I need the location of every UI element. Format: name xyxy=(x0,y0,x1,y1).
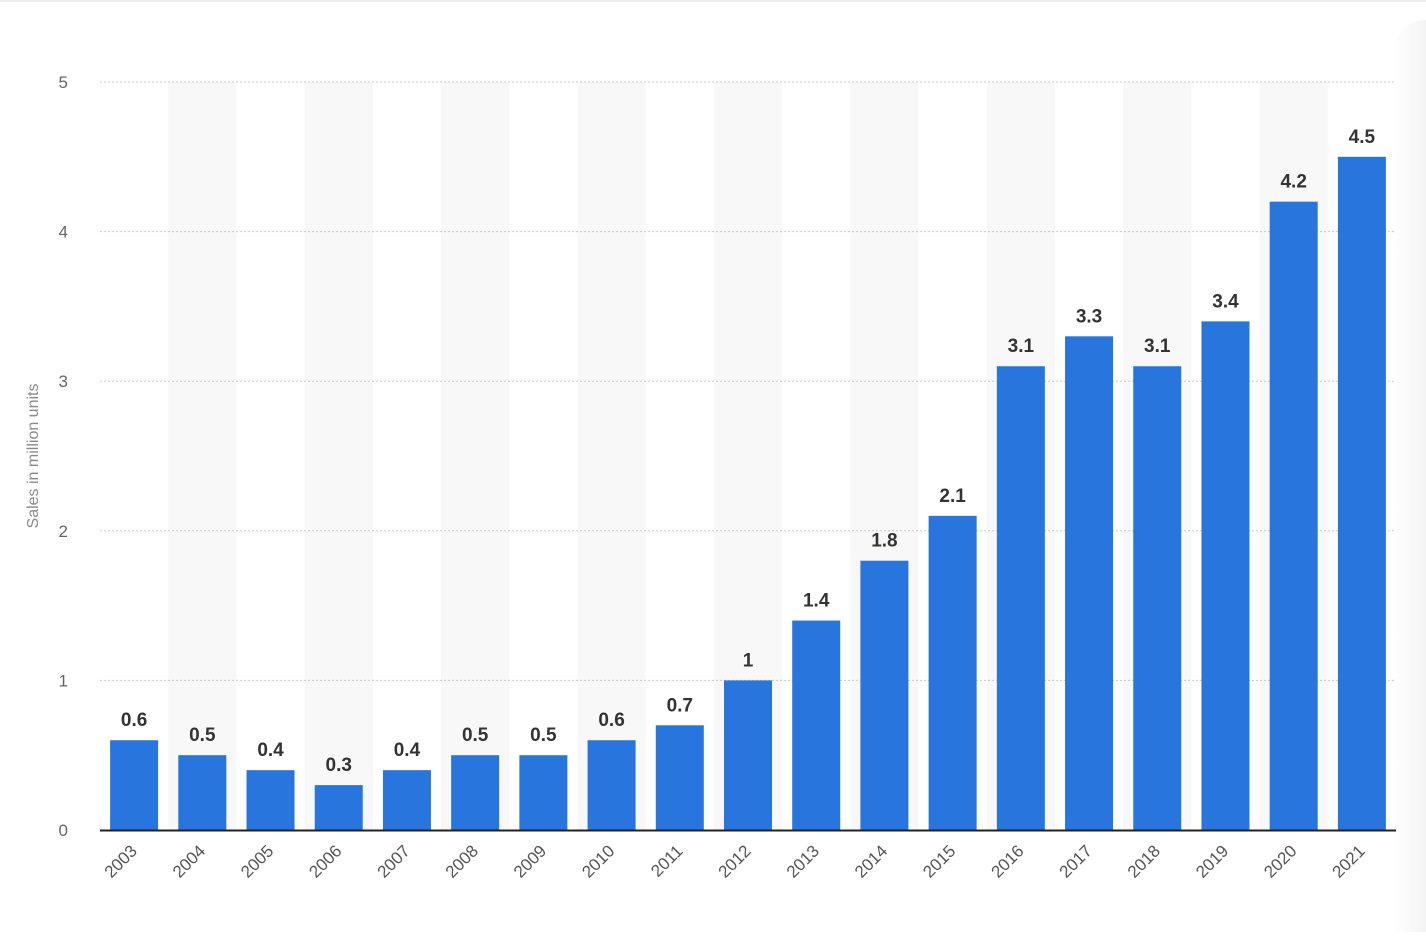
data-label-2011: 0.7 xyxy=(667,695,693,716)
y-axis-ticks: 0 1 2 3 4 5 xyxy=(59,73,68,840)
x-tick-label-2004: 2004 xyxy=(169,841,209,881)
band-2010 xyxy=(577,82,646,830)
bar-2016[interactable] xyxy=(996,366,1045,830)
data-labels: 0.6 0.5 0.4 0.3 0.4 0.5 0.5 0.6 0.7 1 1.4 1.8 2.1 3.1… xyxy=(121,127,1376,776)
y-tick-label-5: 5 xyxy=(59,73,68,92)
top-border xyxy=(0,0,1426,2)
x-tick-label-2014: 2014 xyxy=(851,841,891,881)
data-label-2010: 0.6 xyxy=(598,710,624,731)
x-tick-label-2009: 2009 xyxy=(510,841,550,881)
data-label-2003: 0.6 xyxy=(121,710,147,731)
bar-2021[interactable] xyxy=(1337,156,1386,831)
x-tick-label-2017: 2017 xyxy=(1056,841,1096,881)
bar-2005[interactable] xyxy=(246,770,295,830)
x-tick-label-2013: 2013 xyxy=(783,841,823,881)
bar-2015[interactable] xyxy=(928,515,977,830)
bar-2009[interactable] xyxy=(519,755,568,830)
bar-2014[interactable] xyxy=(860,560,909,830)
bar-2010[interactable] xyxy=(587,740,636,830)
bar-2019[interactable] xyxy=(1201,321,1250,830)
band-2008 xyxy=(441,82,510,830)
data-label-2009: 0.5 xyxy=(530,725,557,746)
y-tick-label-1: 1 xyxy=(59,671,68,690)
bars xyxy=(110,156,1386,831)
x-tick-label-2016: 2016 xyxy=(987,841,1027,881)
x-tick-label-2019: 2019 xyxy=(1192,841,1232,881)
data-label-2004: 0.5 xyxy=(189,725,216,746)
x-tick-label-2006: 2006 xyxy=(305,841,345,881)
bar-2003[interactable] xyxy=(110,740,159,830)
y-tick-label-0: 0 xyxy=(59,821,68,840)
bar-2013[interactable] xyxy=(792,620,841,830)
data-label-2014: 1.8 xyxy=(871,531,897,552)
scroll-edge-shadow xyxy=(1392,20,1426,932)
data-label-2021: 4.5 xyxy=(1349,127,1376,148)
bar-2011[interactable] xyxy=(655,725,704,830)
data-label-2020: 4.2 xyxy=(1280,172,1306,193)
band-2006 xyxy=(304,82,373,830)
x-tick-label-2018: 2018 xyxy=(1124,841,1164,881)
bar-2017[interactable] xyxy=(1065,336,1114,830)
data-label-2008: 0.5 xyxy=(462,725,489,746)
data-label-2007: 0.4 xyxy=(394,740,421,761)
x-tick-label-2007: 2007 xyxy=(374,841,414,881)
data-label-2006: 0.3 xyxy=(326,755,352,776)
y-tick-label-4: 4 xyxy=(59,223,68,242)
x-axis-ticks: 2003 2004 2005 2006 2007 2008 2009 2010 2011 2012… xyxy=(101,841,1369,881)
bar-2004[interactable] xyxy=(178,755,227,830)
y-tick-label-3: 3 xyxy=(59,372,68,391)
data-label-2018: 3.1 xyxy=(1144,336,1171,357)
bar-2018[interactable] xyxy=(1133,366,1182,830)
bar-2012[interactable] xyxy=(724,680,772,830)
data-label-2005: 0.4 xyxy=(257,740,284,761)
bar-2020[interactable] xyxy=(1269,201,1318,830)
data-label-2019: 3.4 xyxy=(1212,291,1239,312)
y-tick-label-2: 2 xyxy=(59,522,68,541)
x-tick-label-2012: 2012 xyxy=(715,841,755,881)
bar-2008[interactable] xyxy=(451,755,500,830)
data-label-2015: 2.1 xyxy=(939,486,966,507)
bar-2006[interactable] xyxy=(314,785,363,830)
y-axis-title: Sales in million units xyxy=(25,384,42,529)
data-label-2013: 1.4 xyxy=(803,591,830,612)
data-label-2017: 3.3 xyxy=(1076,306,1102,327)
bar-2007[interactable] xyxy=(382,770,431,830)
x-tick-label-2011: 2011 xyxy=(647,841,686,880)
x-tick-label-2010: 2010 xyxy=(578,841,618,881)
x-tick-label-2021: 2021 xyxy=(1329,841,1369,881)
x-tick-label-2003: 2003 xyxy=(101,841,141,881)
x-tick-label-2005: 2005 xyxy=(237,841,277,881)
data-label-2016: 3.1 xyxy=(1008,336,1035,357)
x-tick-label-2008: 2008 xyxy=(442,841,482,881)
x-tick-label-2020: 2020 xyxy=(1260,841,1300,881)
x-tick-label-2015: 2015 xyxy=(919,841,959,881)
band-2004 xyxy=(168,82,237,830)
data-label-2012: 1 xyxy=(743,650,754,671)
